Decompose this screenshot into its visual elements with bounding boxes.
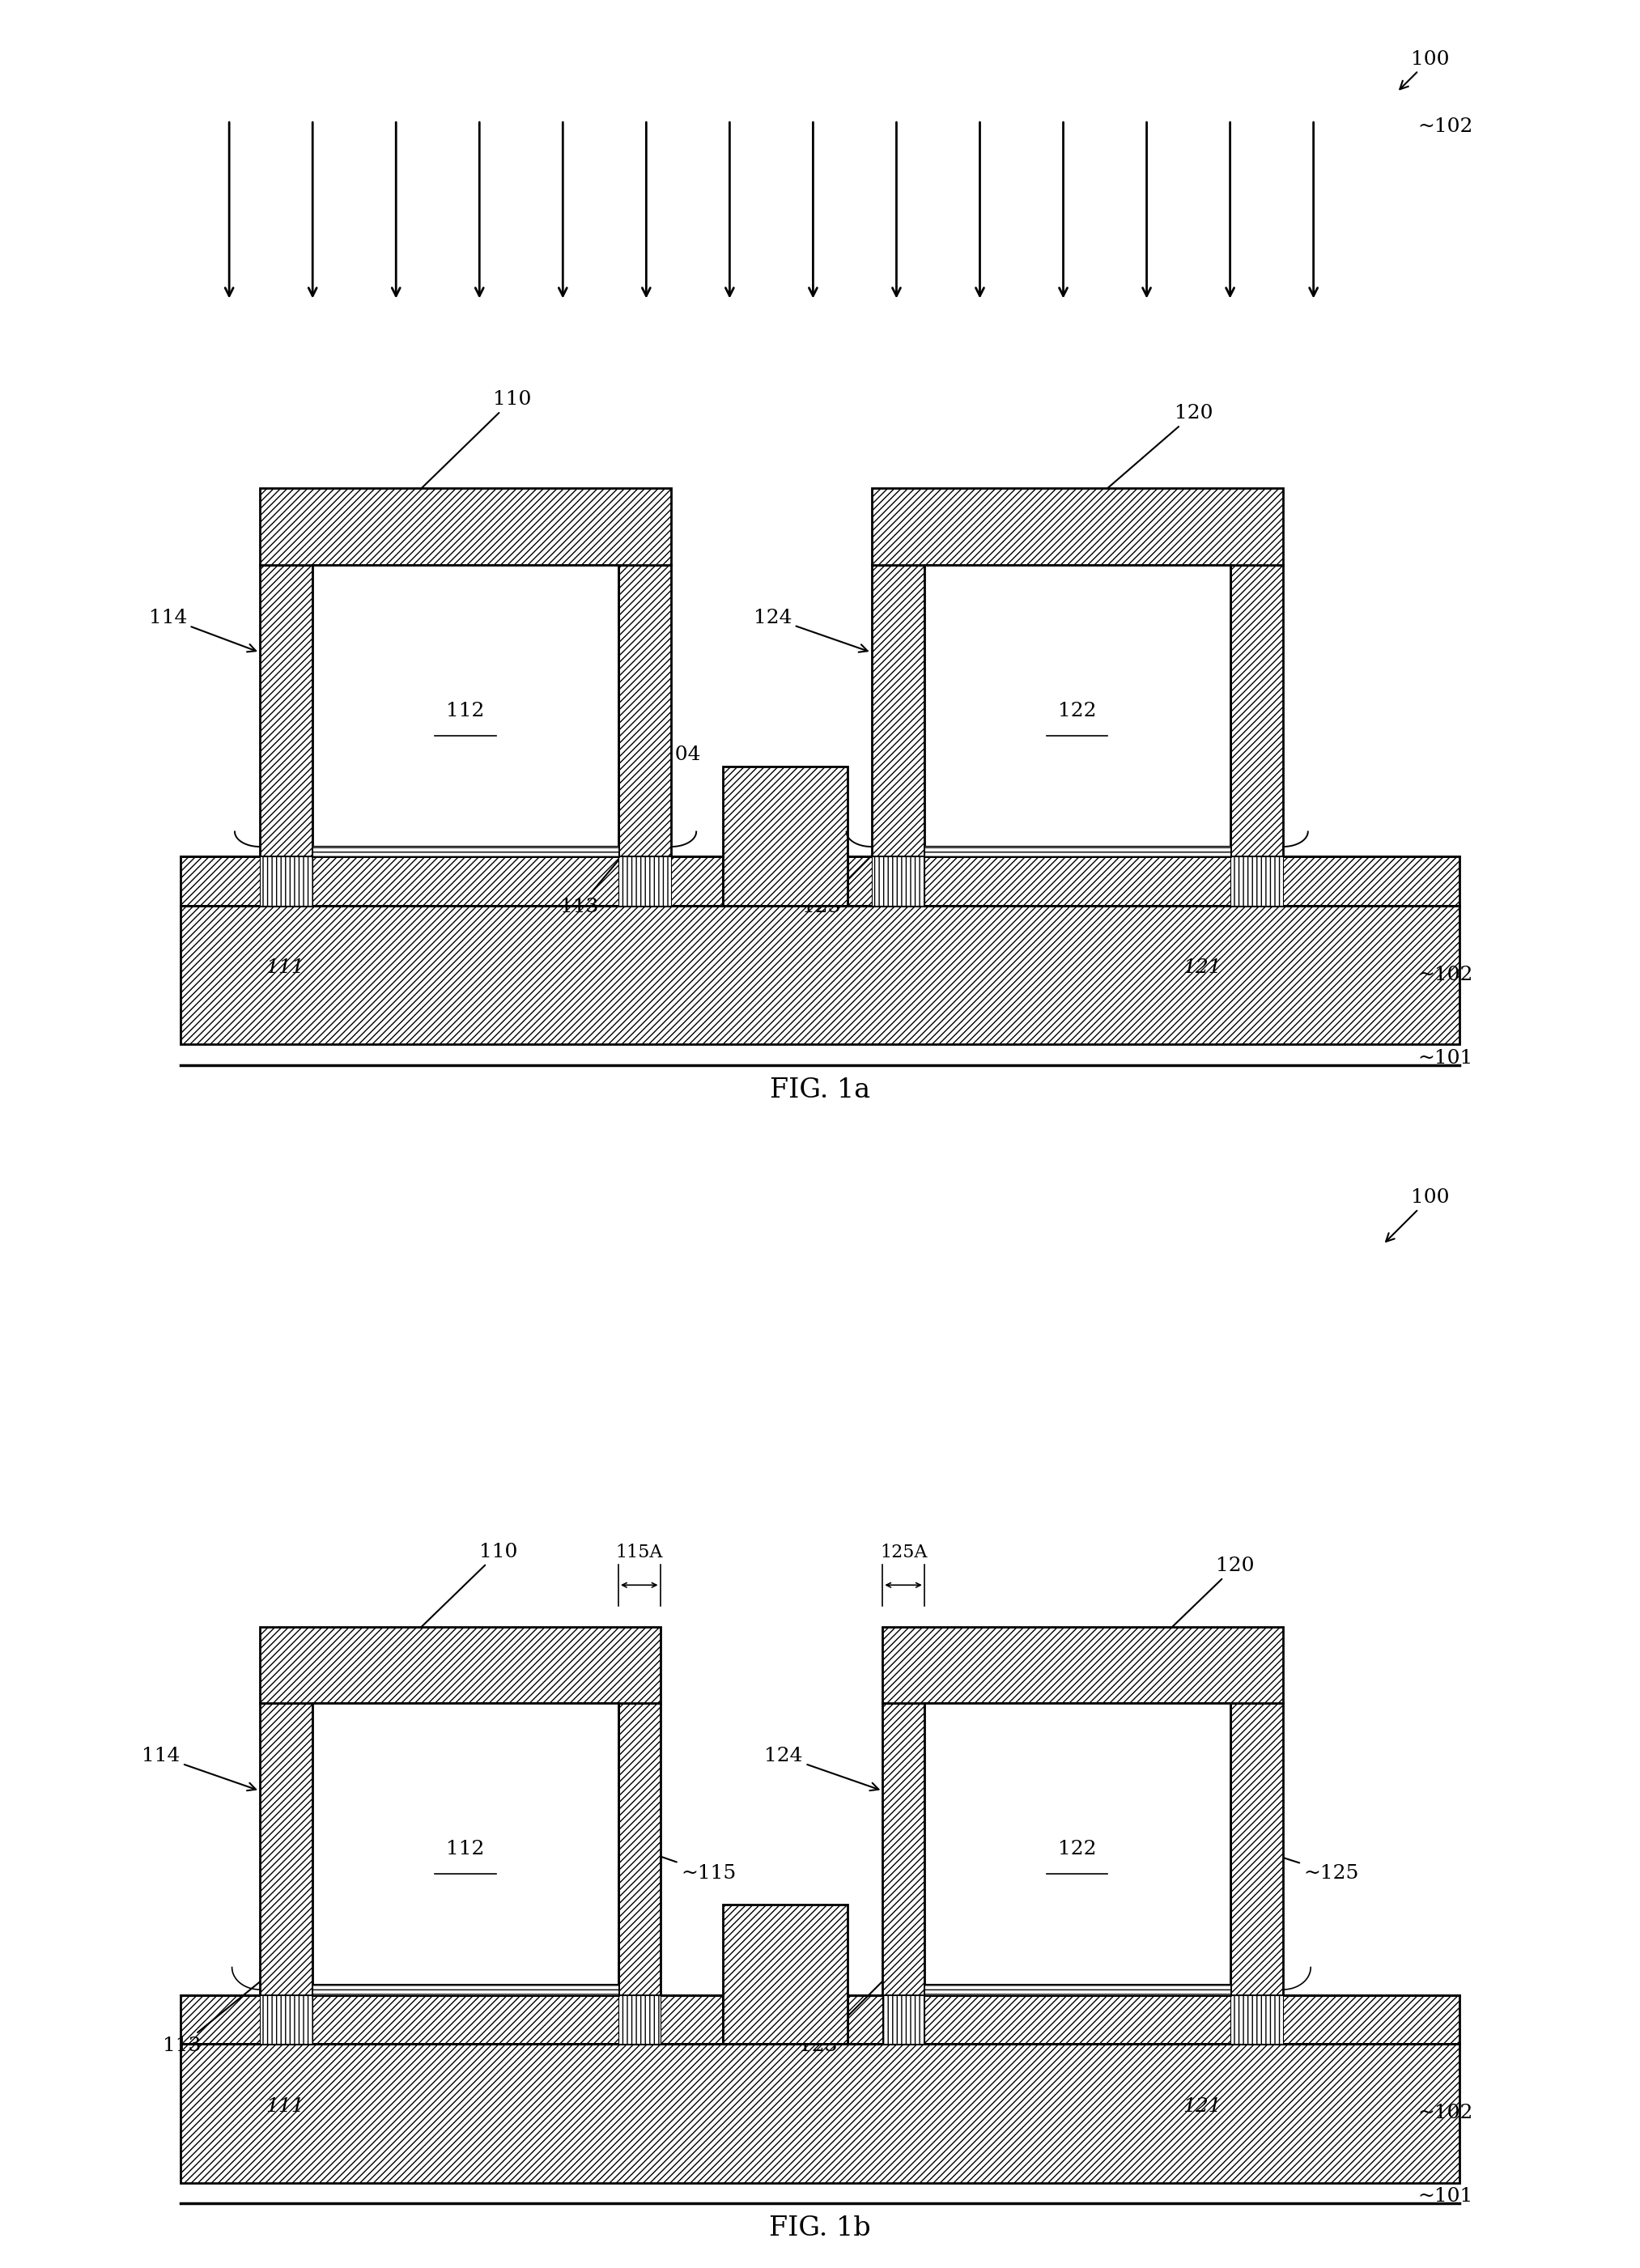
Text: 122: 122	[1058, 1839, 1097, 1857]
Text: 121: 121	[1182, 2098, 1222, 2116]
Text: 113: 113	[162, 1964, 284, 2055]
Text: 121: 121	[1182, 959, 1222, 978]
Text: 122: 122	[1058, 701, 1097, 719]
Bar	[723, 767, 848, 905]
Bar	[871, 488, 1282, 565]
Text: 120: 120	[1137, 1556, 1255, 1662]
Bar	[259, 1703, 313, 1996]
Text: 103: 103	[766, 841, 805, 860]
Bar	[618, 1703, 661, 1996]
Text: 100: 100	[1386, 1188, 1450, 1241]
Bar	[180, 857, 723, 905]
Bar	[618, 565, 671, 857]
Text: FIG. 1a: FIG. 1a	[769, 1077, 871, 1102]
Text: 115A: 115A	[615, 1545, 663, 1560]
Bar	[925, 1703, 1230, 1996]
Bar	[1230, 565, 1282, 857]
Text: 103: 103	[766, 1980, 805, 1998]
Bar	[259, 857, 313, 905]
Text: 114: 114	[141, 1746, 256, 1789]
Bar	[848, 857, 1460, 905]
Bar	[871, 857, 925, 905]
Text: ~102: ~102	[1417, 2105, 1473, 2123]
Text: 112: 112	[446, 701, 485, 719]
Text: FIG. 1b: FIG. 1b	[769, 2216, 871, 2241]
Bar	[925, 1984, 1230, 1996]
Text: ~101: ~101	[1417, 2186, 1473, 2207]
Text: 124: 124	[764, 1746, 879, 1789]
Bar	[313, 846, 618, 857]
Text: 111: 111	[266, 959, 303, 978]
Bar	[180, 2043, 1460, 2182]
Bar	[882, 1626, 1282, 1703]
Text: 120: 120	[1066, 404, 1214, 524]
Text: 110: 110	[385, 390, 531, 524]
Text: 124: 124	[753, 608, 868, 653]
Bar	[618, 1996, 661, 2043]
Bar	[1230, 1703, 1282, 1996]
Text: ~101: ~101	[1417, 1048, 1473, 1068]
Bar	[882, 1703, 925, 1996]
Text: 104: 104	[663, 746, 700, 764]
Bar	[259, 1996, 313, 2043]
Text: ~125: ~125	[1261, 1848, 1360, 1882]
Text: 123: 123	[799, 1964, 900, 2055]
Text: 125A: 125A	[879, 1545, 927, 1560]
Text: 112: 112	[446, 1839, 485, 1857]
Bar	[313, 1984, 618, 1996]
Text: ~115: ~115	[643, 1848, 736, 1882]
Bar	[259, 1626, 661, 1703]
Bar	[313, 565, 618, 857]
Text: 100: 100	[1401, 50, 1450, 88]
Bar	[180, 1996, 723, 2043]
Bar	[1230, 1996, 1282, 2043]
Bar	[259, 565, 313, 857]
Text: 111: 111	[266, 2098, 303, 2116]
Bar	[925, 565, 1230, 857]
Bar	[871, 565, 925, 857]
Text: ~102: ~102	[1417, 118, 1473, 136]
Text: 114: 114	[149, 608, 256, 651]
Bar	[259, 488, 671, 565]
Text: ~102: ~102	[1417, 966, 1473, 984]
Bar	[1230, 857, 1282, 905]
Bar	[180, 905, 1460, 1043]
Text: 123: 123	[802, 832, 895, 916]
Bar	[848, 1996, 1460, 2043]
Bar	[925, 846, 1230, 857]
Text: 113: 113	[559, 832, 643, 916]
Bar	[313, 1703, 618, 1996]
Text: 110: 110	[385, 1542, 518, 1662]
Bar	[618, 857, 671, 905]
Bar	[723, 1905, 848, 2043]
Bar	[882, 1996, 925, 2043]
